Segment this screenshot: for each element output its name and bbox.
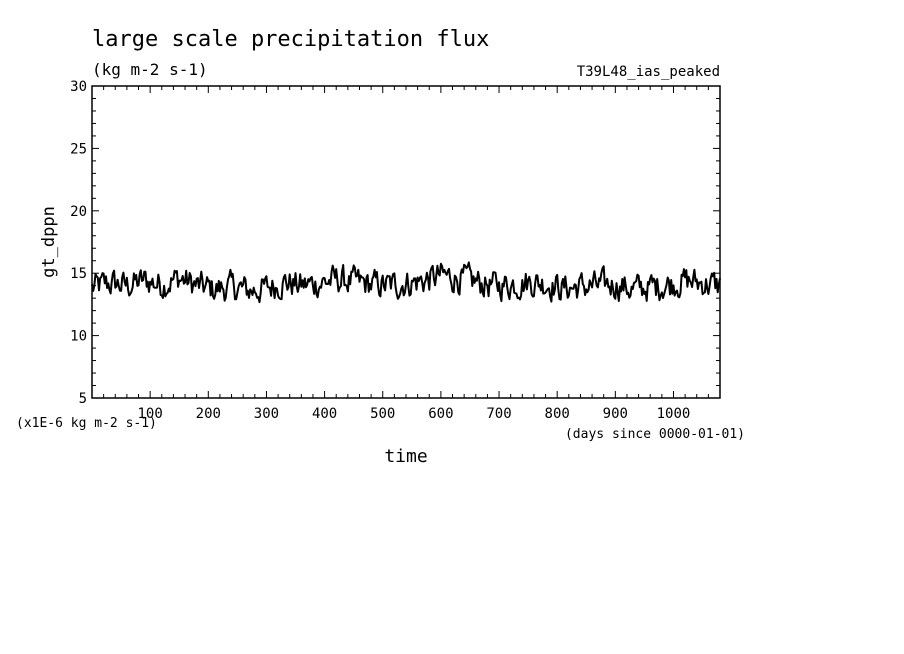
y-tick-label: 30 xyxy=(70,79,87,95)
y-tick-label: 5 xyxy=(79,391,87,407)
x-tick-label: 400 xyxy=(312,406,337,422)
x-tick-label: 700 xyxy=(486,406,511,422)
x-tick-label: 900 xyxy=(603,406,628,422)
chart-title: large scale precipitation flux xyxy=(92,27,489,52)
x-tick-label: 100 xyxy=(137,406,162,422)
y-tick-label: 25 xyxy=(70,141,87,157)
y-scale-note: (x1E-6 kg m-2 s-1) xyxy=(16,416,157,431)
x-tick-label: 1000 xyxy=(657,406,691,422)
x-tick-label: 500 xyxy=(370,406,395,422)
y-tick-labels: 5 10 15 20 25 30 xyxy=(70,79,87,407)
x-tick-labels: 100 200 300 400 500 600 700 800 900 1000 xyxy=(137,406,690,422)
chart-subtitle: (kg m-2 s-1) xyxy=(92,60,208,79)
y-tick-label: 15 xyxy=(70,266,87,282)
plot-frame xyxy=(91,85,721,399)
x-tick-label: 300 xyxy=(254,406,279,422)
y-axis-label: gt_dppn xyxy=(39,206,59,278)
x-tick-label: 600 xyxy=(428,406,453,422)
axis-ticks xyxy=(92,85,720,399)
x-axis-label: time xyxy=(384,446,427,467)
x-tick-label: 200 xyxy=(196,406,221,422)
x-tick-label: 800 xyxy=(545,406,570,422)
y-tick-label: 10 xyxy=(70,329,87,345)
run-label: T39L48_ias_peaked xyxy=(577,64,720,80)
y-tick-label: 20 xyxy=(70,204,87,220)
series-line xyxy=(91,261,721,304)
x-unit-note: (days since 0000-01-01) xyxy=(565,427,745,442)
